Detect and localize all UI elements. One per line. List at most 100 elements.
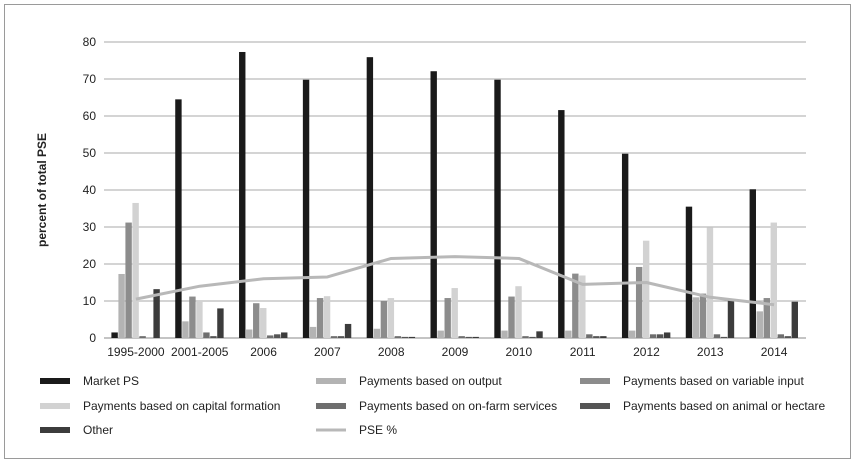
- bar: [749, 189, 756, 338]
- bar: [628, 330, 636, 338]
- bar: [472, 336, 479, 338]
- bar: [558, 110, 565, 338]
- bar: [565, 330, 572, 338]
- bar: [175, 99, 182, 338]
- x-tick-label: 2009: [442, 345, 469, 359]
- bar: [586, 334, 593, 338]
- bar: [203, 332, 210, 338]
- bar: [777, 334, 784, 338]
- bar: [727, 299, 735, 338]
- bar: [267, 335, 274, 338]
- bar: [642, 240, 650, 338]
- legend-swatch: [40, 403, 70, 409]
- bar: [494, 79, 501, 339]
- y-tick-label: 50: [83, 146, 97, 160]
- bar: [373, 328, 381, 338]
- bar: [522, 336, 529, 338]
- bar: [536, 331, 543, 338]
- bar: [763, 298, 770, 338]
- bar: [458, 336, 465, 338]
- y-tick-label: 70: [83, 72, 97, 86]
- bar: [600, 336, 607, 338]
- y-tick-label: 0: [89, 331, 96, 345]
- legend-swatch: [580, 403, 610, 409]
- bar: [593, 336, 600, 338]
- bar: [508, 296, 515, 338]
- bar: [656, 334, 664, 338]
- legend: Market PS Payments based on output Payment…: [40, 374, 825, 437]
- bar: [210, 336, 217, 338]
- bar: [408, 336, 416, 338]
- bar: [196, 301, 203, 338]
- bar: [437, 330, 444, 338]
- legend-label: Payments based on animal or hectare: [623, 399, 825, 413]
- y-tick-label: 80: [83, 35, 97, 49]
- bar: [182, 321, 189, 338]
- bar: [572, 273, 579, 338]
- bar: [515, 286, 522, 338]
- y-tick-labels: 0 10 20 30 40 50 60 70 80: [83, 35, 97, 345]
- y-tick-label: 30: [83, 220, 97, 234]
- x-tick-label: 2007: [314, 345, 341, 359]
- bar: [635, 266, 643, 338]
- pse-line: [135, 255, 775, 307]
- y-axis-label: percent of total PSE: [35, 133, 49, 247]
- bar: [316, 298, 324, 338]
- bar: [260, 308, 267, 338]
- bar: [330, 336, 338, 338]
- bar: [281, 332, 288, 338]
- bars: [111, 51, 798, 339]
- y-tick-label: 10: [83, 294, 97, 308]
- x-tick-label: 2001-2005: [171, 345, 229, 359]
- bar: [323, 296, 331, 338]
- legend-label: Other: [83, 423, 113, 437]
- bar: [253, 303, 260, 338]
- bar: [125, 222, 132, 338]
- bar: [706, 227, 714, 338]
- x-tick-label: 2013: [697, 345, 724, 359]
- x-tick-label: 2010: [505, 345, 532, 359]
- legend-label: Payments based on variable input: [623, 374, 804, 388]
- bar: [699, 293, 707, 338]
- bar: [274, 334, 281, 338]
- bar: [401, 336, 409, 338]
- bar: [770, 222, 777, 338]
- bar: [692, 297, 700, 338]
- x-tick-label: 2011: [570, 345, 596, 359]
- x-tick-label: 2014: [761, 345, 788, 359]
- bar: [139, 336, 146, 338]
- bar: [153, 289, 160, 338]
- bar: [501, 330, 508, 338]
- bar: [302, 79, 310, 339]
- x-tick-labels: 1995-2000 2001-2005 2006 2007 2008 2009 2010 20…: [107, 345, 788, 359]
- y-tick-label: 60: [83, 109, 97, 123]
- bar: [344, 323, 352, 338]
- bar: [621, 153, 629, 338]
- bar: [430, 71, 437, 338]
- x-tick-label: 2008: [378, 345, 405, 359]
- bar: [380, 301, 388, 338]
- legend-label: PSE %: [359, 423, 397, 437]
- bar: [663, 332, 671, 338]
- bar: [394, 336, 402, 338]
- bar: [132, 202, 139, 338]
- legend-label: Payments based on capital formation: [83, 399, 280, 413]
- legend-swatch: [316, 378, 346, 384]
- bar: [791, 301, 798, 338]
- bar: [111, 332, 118, 338]
- bar: [713, 334, 721, 338]
- legend-swatch: [40, 378, 70, 384]
- bar: [720, 336, 728, 338]
- bar: [649, 334, 657, 338]
- bar: [784, 336, 791, 338]
- x-tick-label: 1995-2000: [107, 345, 165, 359]
- bar: [465, 336, 472, 338]
- bar: [366, 57, 374, 339]
- y-tick-label: 20: [83, 257, 97, 271]
- bar: [309, 326, 317, 338]
- bar: [337, 336, 345, 338]
- y-tick-label: 40: [83, 183, 97, 197]
- bar: [246, 329, 253, 338]
- bar: [189, 296, 196, 338]
